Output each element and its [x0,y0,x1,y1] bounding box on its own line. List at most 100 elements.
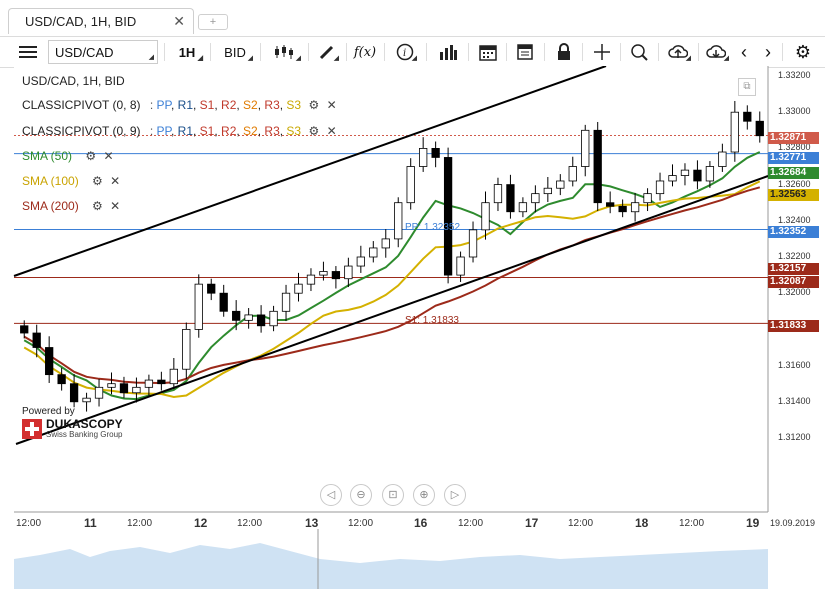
sma50-label: SMA (50) [22,149,73,163]
arrow-right-icon[interactable]: › [765,41,771,62]
gear-icon[interactable]: ⚙ [794,41,812,62]
candle [294,272,303,302]
candle [157,371,166,391]
price-tick-label: 1.32600 [778,178,811,189]
close-icon[interactable]: ✕ [110,199,121,213]
gear-icon[interactable]: ⚙ [85,149,97,163]
close-icon[interactable]: ✕ [326,98,337,112]
pivot-name: CLASSICPIVOT (0, 8) [22,98,141,112]
upload-icon[interactable]: ◢ [662,40,694,64]
gear-icon[interactable]: ⚙ [92,199,103,213]
gear-icon[interactable]: ⚙ [308,124,320,138]
timeframe-selector[interactable]: 1H ◢ [178,44,203,63]
legend-sma-200: SMA (200) ⚙ ✕ [22,199,120,213]
pivot-up-label: 1.32771 [768,152,819,164]
candle [655,172,665,201]
candle [306,268,316,292]
candle [481,191,490,240]
price-chart[interactable] [0,66,825,519]
pencil-icon[interactable]: ◢ [312,40,342,64]
price-side-selector[interactable]: BID ◢ [224,44,253,63]
gear-icon[interactable]: ⚙ [308,98,320,112]
price-tick-label: 1.32000 [778,287,811,298]
candle [369,241,378,263]
gear-icon[interactable]: ⚙ [92,174,103,188]
lock-icon[interactable] [550,40,578,64]
download-icon[interactable]: ◢ [700,40,732,64]
candle [356,245,365,273]
s1-price-label: 1.31833 [768,320,819,332]
zoom-out-icon[interactable]: ⊖ [350,484,372,506]
close-icon[interactable]: ✕ [103,149,114,163]
channel-upper-line [13,66,607,277]
candle [730,100,739,162]
time-tick-label: 12:00 [348,518,374,529]
candle [431,141,440,168]
candle [319,261,328,281]
s1-label: S1 [199,98,215,112]
price-side-label: BID [224,44,246,60]
candle [630,192,640,222]
legend-sma-50: SMA (50) ⚙ ✕ [22,149,114,163]
s3-label: S3 [286,124,302,138]
calendar-icon[interactable] [474,40,502,64]
time-tick-label: 12 [194,516,208,530]
s2-label: S2 [243,124,258,138]
close-icon[interactable]: ✕ [110,174,121,188]
tab-title: USD/CAD, 1H, BID [25,14,137,29]
chart-tab[interactable]: USD/CAD, 1H, BID ✕ [8,8,194,34]
chart-area[interactable]: USD/CAD, 1H, BID CLASSICPIVOT (0, 8) : P… [0,66,825,589]
candle [119,376,129,399]
new-tab-button[interactable]: + [198,14,228,30]
time-tick-label: 12:00 [458,518,484,529]
tab-bar: USD/CAD, 1H, BID ✕ + [0,0,825,36]
s3-label: S3 [286,98,302,112]
s2-label: S2 [243,98,258,112]
zoom-in-icon[interactable]: ⊕ [413,484,435,506]
powered-by-text: Powered by [22,406,75,417]
legend-sep: : [149,124,154,138]
sheet-icon[interactable] [510,40,540,64]
pp-label: PP [156,98,171,112]
candle [182,322,191,379]
popout-icon[interactable]: ⧉ [738,78,756,96]
candle [232,300,241,331]
candle [506,174,515,219]
candle [468,221,478,263]
navigator-strip[interactable] [0,529,825,589]
scroll-left-icon[interactable]: ◁ [320,484,342,506]
crosshair-icon[interactable] [588,40,616,64]
candle [593,121,602,212]
time-tick-label: 16 [414,516,428,530]
bar-chart-icon[interactable] [432,40,464,64]
hamburger-icon[interactable] [12,40,44,64]
legend-sma-100: SMA (100) ⚙ ✕ [22,174,120,188]
candles-icon[interactable]: ◢ [264,40,304,64]
candle [20,320,29,339]
fx-label: f(x) [353,44,377,60]
r2-label: R2 [221,98,237,112]
close-icon[interactable]: ✕ [326,124,337,138]
candle [568,156,577,187]
svg-text:i: i [403,48,406,59]
r3-label: R3 [264,98,280,112]
info-icon[interactable]: i ◢ [390,40,420,64]
scroll-right-icon[interactable]: ▷ [444,484,466,506]
symbol-selector[interactable]: USD/CAD ◢ [48,40,158,64]
r2-label: R2 [221,124,237,138]
zoom-icon[interactable] [624,40,654,64]
close-tab-icon[interactable]: ✕ [173,13,185,29]
price-tick-label: 1.32400 [778,214,811,225]
pp-level-label: PP: 1.32352 [405,222,461,233]
sma100-price-label: 1.32563 [768,189,819,201]
arrow-left-icon[interactable]: ‹ [741,41,747,62]
reset-icon[interactable]: ⊡ [382,484,404,506]
level2-price-label: 1.32087 [768,276,819,288]
time-tick-label: 13 [305,516,319,530]
candle [718,143,727,172]
candle [618,199,627,218]
candle [755,111,764,143]
brand-subtitle: Swiss Banking Group [46,430,123,439]
candle [331,266,341,289]
function-icon[interactable]: f(x) [350,40,380,64]
